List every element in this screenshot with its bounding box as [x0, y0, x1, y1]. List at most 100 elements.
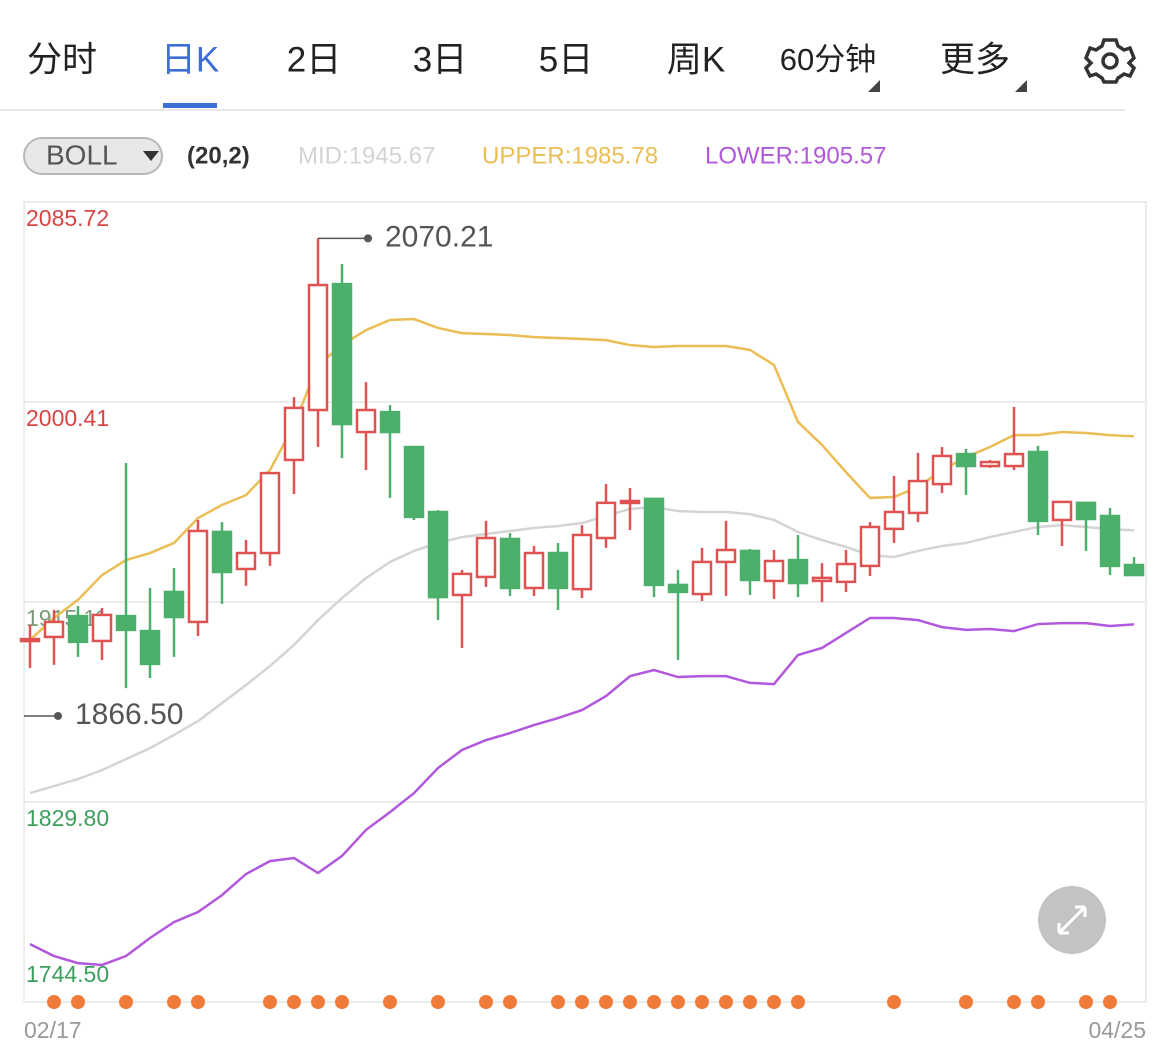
- x-tick-label: 02/17: [24, 1017, 82, 1043]
- event-marker: [575, 995, 589, 1009]
- candle-body: [403, 445, 425, 519]
- candle-body: [211, 530, 233, 574]
- candle-body: [715, 548, 737, 564]
- annotation-label: 2070.21: [385, 220, 493, 253]
- candle-body: [691, 560, 713, 596]
- event-marker: [671, 995, 685, 1009]
- candle-body: [811, 576, 833, 583]
- candle-body: [763, 559, 785, 583]
- candle-body: [835, 562, 857, 584]
- event-marker: [767, 995, 781, 1009]
- event-marker: [695, 995, 709, 1009]
- candle-body: [427, 510, 449, 599]
- candle-body: [547, 551, 569, 590]
- candle-body: [43, 620, 65, 639]
- expand-button[interactable]: [1038, 886, 1106, 954]
- tab[interactable]: 3日: [413, 40, 467, 79]
- candle-body: [115, 614, 137, 632]
- candle-body: [1027, 450, 1049, 523]
- candle-body: [787, 558, 809, 585]
- candle-body: [907, 479, 929, 515]
- tab[interactable]: 日K: [161, 40, 219, 79]
- tab[interactable]: 2日: [287, 40, 341, 79]
- candle-body: [883, 510, 905, 531]
- candle-body: [667, 583, 689, 594]
- candle-body: [355, 408, 377, 434]
- tab[interactable]: 分时: [27, 40, 97, 79]
- y-tick-label: 2085.72: [26, 205, 109, 231]
- event-marker: [503, 995, 517, 1009]
- x-tick-label: 04/25: [1088, 1017, 1146, 1043]
- indicator-select[interactable]: BOLL: [23, 137, 163, 175]
- annotation-dot: [54, 711, 62, 720]
- candle-body: [1123, 563, 1145, 577]
- candle-body: [643, 497, 665, 587]
- settings-icon[interactable]: [1083, 38, 1137, 84]
- annotation-label: 1866.50: [75, 698, 183, 731]
- event-marker: [719, 995, 733, 1009]
- candle-body: [307, 283, 329, 412]
- event-marker: [1103, 995, 1117, 1009]
- candle-body: [571, 533, 593, 591]
- event-marker: [887, 995, 901, 1009]
- annotation-dot: [364, 234, 372, 243]
- indicator-name: BOLL: [46, 139, 118, 170]
- candle-body: [955, 452, 977, 468]
- candle-body: [979, 460, 1001, 468]
- candle-body: [235, 551, 257, 571]
- event-marker: [1007, 995, 1021, 1009]
- candle-body: [619, 499, 641, 505]
- event-marker: [647, 995, 661, 1009]
- event-marker: [335, 995, 349, 1009]
- event-marker: [71, 995, 85, 1009]
- candle-body: [931, 454, 953, 486]
- y-tick-label: 2000.41: [26, 405, 109, 431]
- tab[interactable]: 更多: [940, 40, 1010, 79]
- tab-dropdown-mark: [1015, 80, 1027, 92]
- tab[interactable]: 5日: [539, 40, 593, 79]
- candle-body: [739, 549, 761, 582]
- tab[interactable]: 周K: [667, 40, 725, 79]
- candle-body: [19, 637, 41, 643]
- event-marker: [431, 995, 445, 1009]
- event-marker: [263, 995, 277, 1009]
- legend-entry: UPPER:1985.78: [482, 142, 658, 169]
- candle-body: [187, 529, 209, 624]
- event-marker: [311, 995, 325, 1009]
- candle-body: [475, 536, 497, 579]
- candle-body: [1075, 501, 1097, 521]
- gear-hole: [1101, 52, 1119, 70]
- candle-body: [1003, 452, 1025, 468]
- tab-underline: [163, 103, 217, 108]
- candle-body: [1051, 500, 1073, 522]
- event-marker: [287, 995, 301, 1009]
- gear-outline: [1083, 38, 1137, 84]
- event-marker: [623, 995, 637, 1009]
- candle-body: [451, 572, 473, 597]
- event-marker: [959, 995, 973, 1009]
- candle-body: [1099, 514, 1121, 568]
- candle-body: [163, 590, 185, 619]
- event-marker: [191, 995, 205, 1009]
- candle-body: [139, 629, 161, 666]
- legend-entry: LOWER:1905.57: [705, 142, 886, 169]
- dropdown-arrow: [143, 151, 159, 161]
- tab-dropdown-mark: [868, 80, 880, 92]
- candle-body: [523, 551, 545, 590]
- legend-entry: MID:1945.67: [298, 142, 435, 169]
- candle-body: [91, 613, 113, 643]
- boll-line: [29, 505, 1135, 795]
- y-tick-label: 1829.80: [26, 805, 109, 831]
- tab[interactable]: 60分钟: [780, 42, 876, 77]
- candle-body: [259, 471, 281, 555]
- candle-body: [859, 525, 881, 568]
- event-marker: [743, 995, 757, 1009]
- event-marker: [47, 995, 61, 1009]
- indicator-params: (20,2): [187, 142, 250, 169]
- candle-body: [595, 501, 617, 540]
- event-marker: [479, 995, 493, 1009]
- event-marker: [383, 995, 397, 1009]
- event-marker: [599, 995, 613, 1009]
